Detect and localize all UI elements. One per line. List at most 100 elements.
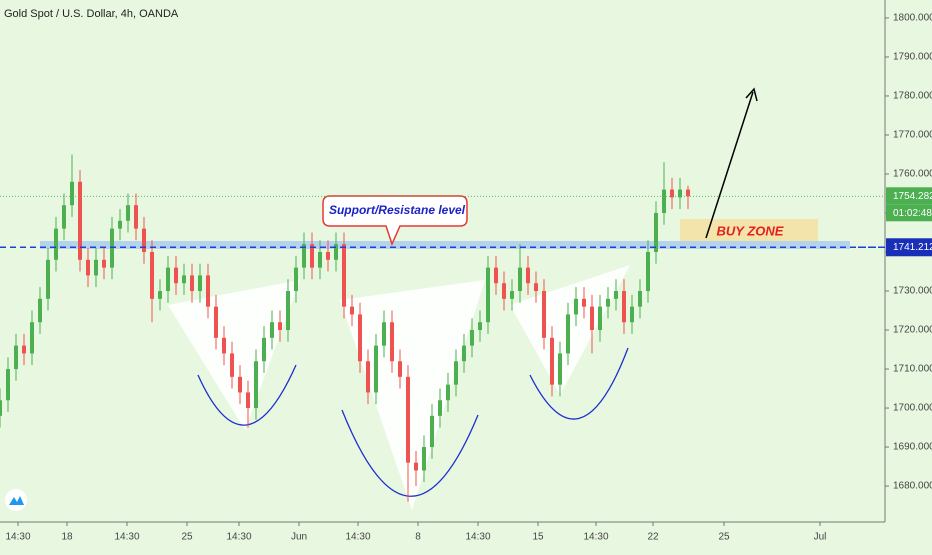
candle-body <box>446 384 450 401</box>
candle-body <box>238 376 242 393</box>
y-tick-label: 1730.000 <box>893 286 932 297</box>
candle-body <box>142 228 146 253</box>
x-tick-label: 14:30 <box>583 532 608 543</box>
curve <box>341 409 479 497</box>
price-axis <box>885 0 932 550</box>
candle-body <box>326 252 330 260</box>
y-tick-label: 1680.000 <box>893 481 932 492</box>
candle-body <box>486 267 490 323</box>
candle-body <box>94 259 98 276</box>
x-tick-label: 25 <box>181 532 193 543</box>
x-tick-label: 14:30 <box>5 532 30 543</box>
candle-body <box>174 267 178 284</box>
candle-body <box>518 267 522 292</box>
x-tick-label: 14:30 <box>465 532 490 543</box>
candle-body <box>398 361 402 377</box>
candle-body <box>102 259 106 268</box>
candle-body <box>294 267 298 292</box>
arrow <box>705 91 754 239</box>
logo-mark <box>9 496 24 505</box>
candle-body <box>542 291 546 338</box>
candle-body <box>198 275 202 292</box>
candle-body <box>254 361 258 409</box>
candle-body <box>150 252 154 299</box>
candle-body <box>278 322 282 331</box>
last-price-label: 1754.282 <box>893 191 932 202</box>
candle-body <box>374 345 378 393</box>
candle-body <box>574 298 578 315</box>
candle-body <box>334 244 338 260</box>
callout-box <box>322 195 468 247</box>
candle-body <box>390 322 394 362</box>
candle-body <box>462 345 466 362</box>
candle-body <box>70 181 74 206</box>
x-tick-label: 18 <box>61 532 73 543</box>
candle-body <box>438 400 442 416</box>
candle-body <box>222 337 226 354</box>
candle-body <box>270 322 274 338</box>
candle-body <box>190 275 194 292</box>
candle-body <box>614 291 618 299</box>
y-tick-label: 1690.000 <box>893 442 932 453</box>
logo <box>5 489 27 511</box>
candle-body <box>622 291 626 323</box>
candle-body <box>46 259 50 299</box>
candle-body <box>558 353 562 385</box>
candle-body <box>654 212 658 253</box>
candle-body <box>430 415 434 448</box>
candle-body <box>358 314 362 362</box>
level-label: 1741.212 <box>893 242 932 253</box>
candle-body <box>350 306 354 315</box>
candle-body <box>206 275 210 307</box>
chart-title: Gold Spot / U.S. Dollar, 4h, OANDA <box>4 8 179 20</box>
candle-body <box>86 259 90 276</box>
y-tick-label: 1800.000 <box>893 13 932 24</box>
candle-body <box>526 267 530 284</box>
candle-body <box>590 306 594 331</box>
y-tick-label: 1700.000 <box>893 403 932 414</box>
level-box <box>886 238 932 257</box>
candle-body <box>494 267 498 284</box>
candle-body <box>566 314 570 354</box>
candle-body <box>0 400 2 416</box>
candle-body <box>22 345 26 354</box>
candle-body <box>366 361 370 393</box>
level-band <box>40 241 850 249</box>
candle-body <box>54 228 58 260</box>
arrow-head <box>745 87 758 102</box>
y-tick-label: 1770.000 <box>893 130 932 141</box>
candle-body <box>630 306 634 323</box>
candle-body <box>670 189 674 198</box>
candle-body <box>78 181 82 260</box>
candle-body <box>406 376 410 463</box>
candle-body <box>686 189 690 197</box>
candle-body <box>134 205 138 229</box>
candle-body <box>30 322 34 354</box>
y-tick-label: 1780.000 <box>893 91 932 102</box>
candle-body <box>318 252 322 268</box>
last-price-box <box>886 187 932 205</box>
candle-body <box>158 291 162 299</box>
candle-body <box>118 220 122 229</box>
candle-body <box>598 306 602 331</box>
candle-body <box>510 291 514 299</box>
candle-body <box>214 306 218 338</box>
y-tick-label: 1760.000 <box>893 169 932 180</box>
candle-body <box>310 244 314 268</box>
buy-zone-label: BUY ZONE <box>717 223 784 238</box>
callout-text: Support/Resistane level <box>329 203 466 217</box>
candle-body <box>470 330 474 346</box>
candle-body <box>422 447 426 471</box>
candle-body <box>166 267 170 292</box>
candle-body <box>606 298 610 307</box>
countdown-box <box>886 204 932 222</box>
candle-body <box>286 291 290 331</box>
x-tick-label: 8 <box>415 532 421 543</box>
x-tick-label: 14:30 <box>226 532 251 543</box>
candle-body <box>678 189 682 198</box>
candle-body <box>14 345 18 370</box>
x-tick-label: 22 <box>647 532 659 543</box>
candle-body <box>342 244 346 307</box>
